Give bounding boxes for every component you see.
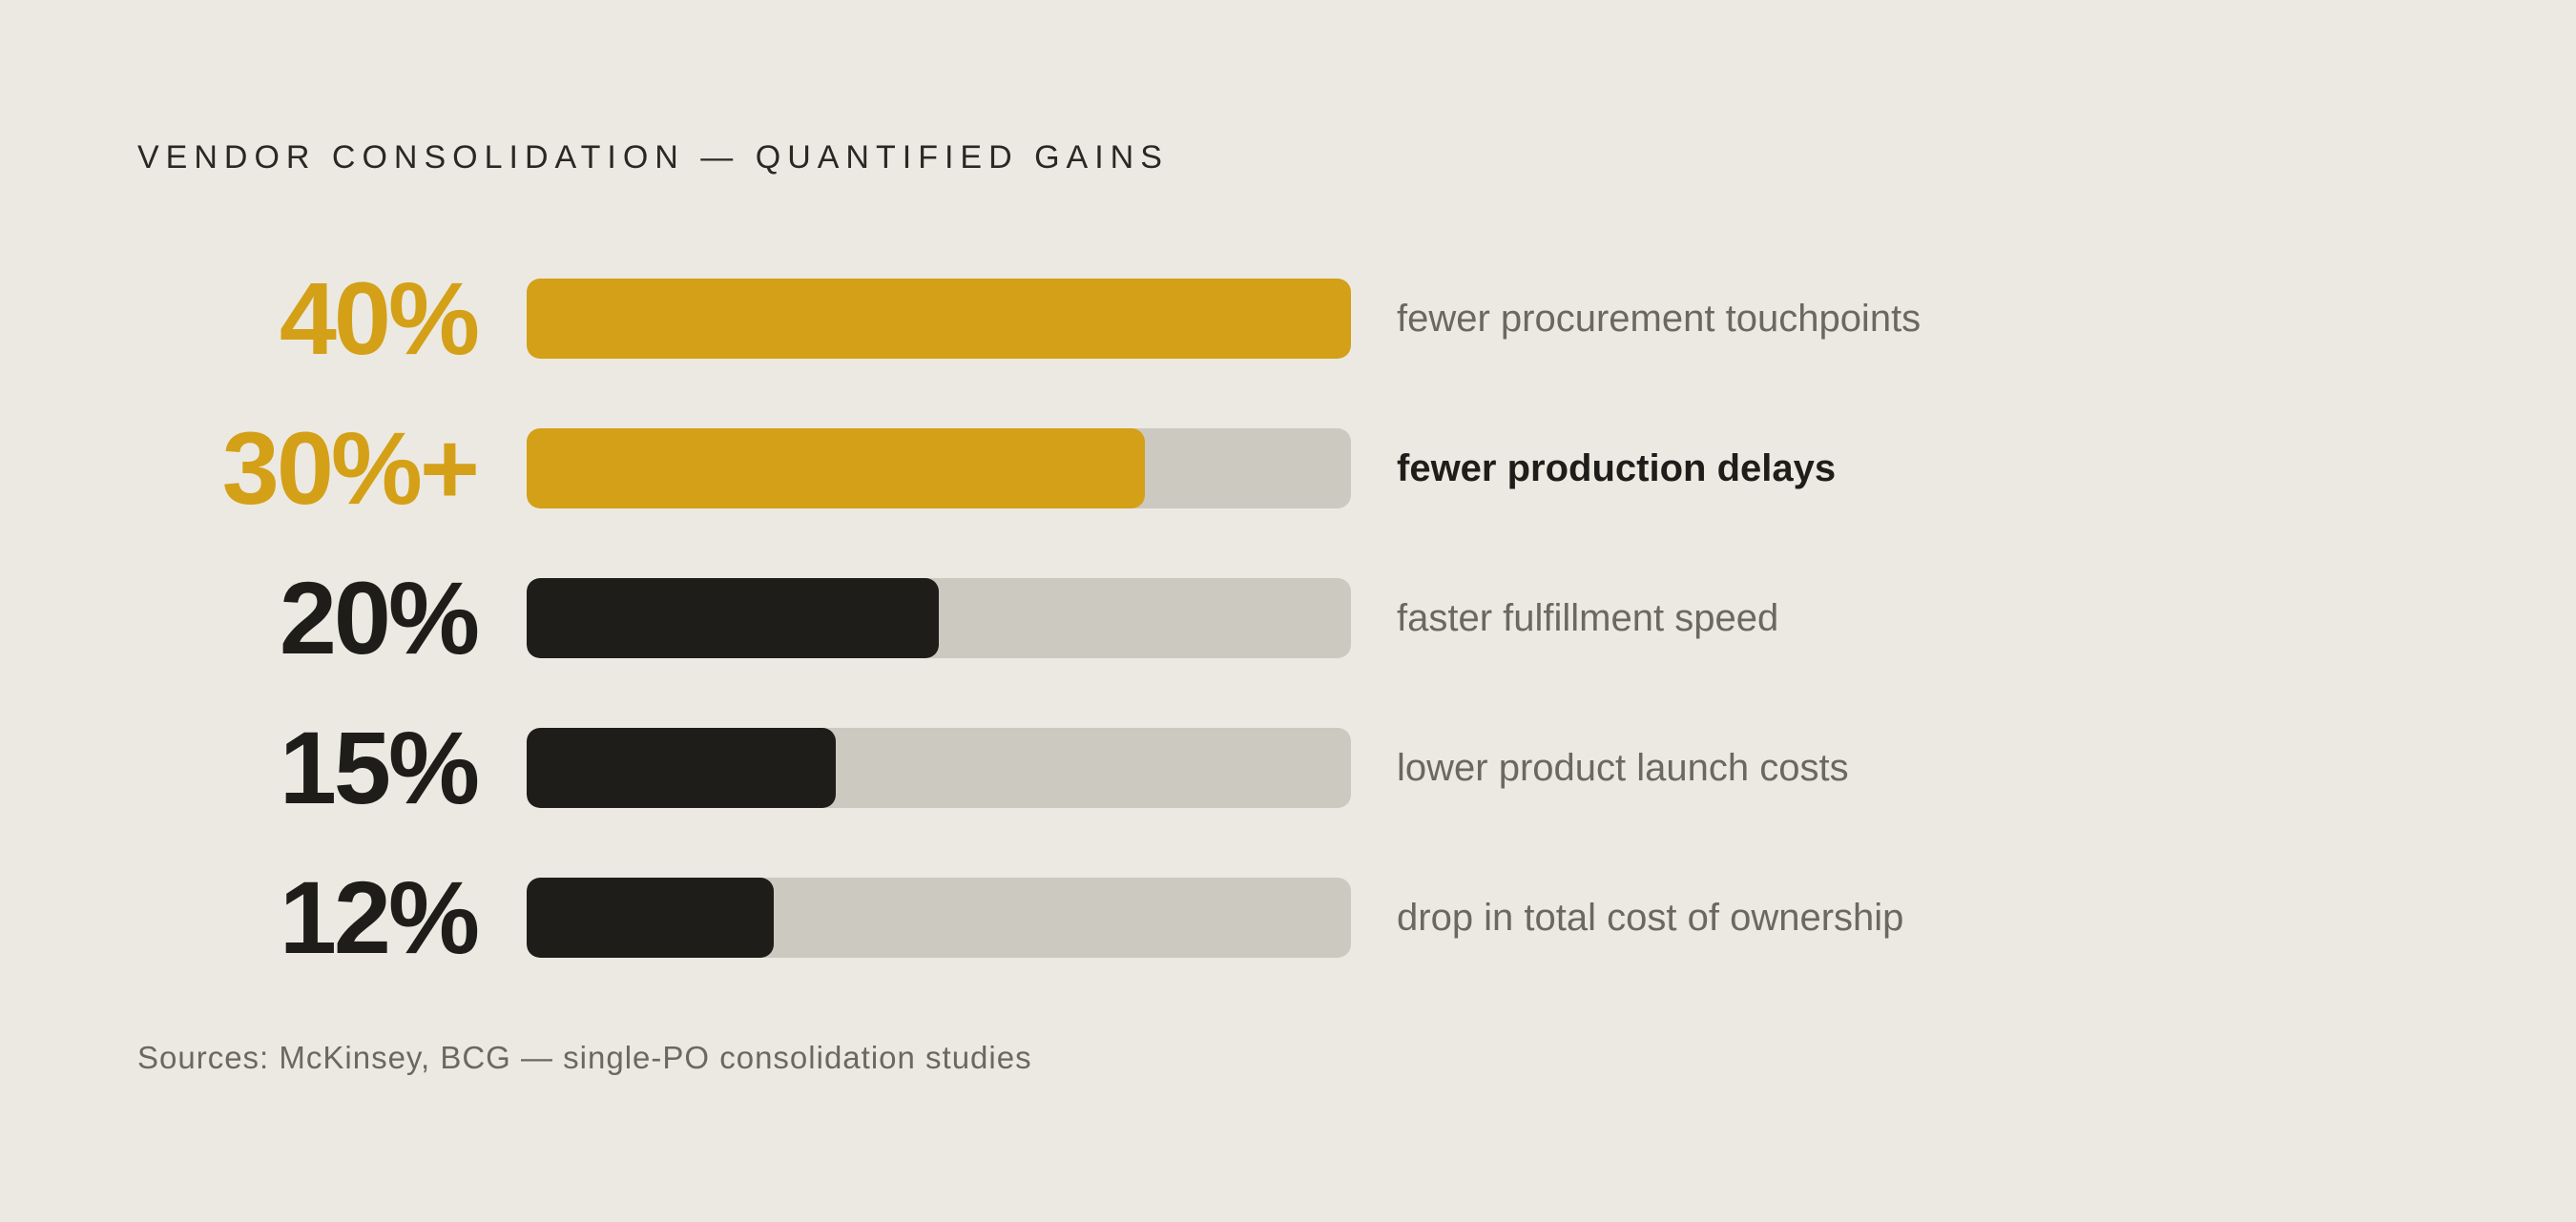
bar-track bbox=[527, 428, 1351, 508]
value-label: 12% bbox=[279, 860, 480, 975]
category-label: fewer procurement touchpoints bbox=[1397, 298, 1922, 340]
category-label: lower product launch costs bbox=[1397, 747, 1849, 789]
source-note: Sources: McKinsey, BCG — single-PO conso… bbox=[137, 1040, 1032, 1075]
bar-row: 15% lower product launch costs bbox=[0, 716, 2576, 819]
bar-track bbox=[527, 578, 1351, 658]
value-label: 20% bbox=[279, 560, 480, 675]
bar bbox=[527, 279, 1351, 359]
category-label: drop in total cost of ownership bbox=[1397, 897, 1904, 939]
bar-row: 40% fewer procurement touchpoints bbox=[0, 267, 2576, 370]
bar-row: 20% faster fulfillment speed bbox=[0, 567, 2576, 670]
category-label: fewer production delays bbox=[1397, 447, 1837, 489]
bar-track bbox=[527, 728, 1351, 808]
category-label: faster fulfillment speed bbox=[1397, 597, 1779, 639]
bar bbox=[527, 728, 836, 808]
value-label: 40% bbox=[279, 260, 480, 376]
chart-title: VENDOR CONSOLIDATION — QUANTIFIED GAINS bbox=[137, 139, 1169, 176]
bar-row: 30%+ fewer production delays bbox=[0, 417, 2576, 520]
bar bbox=[527, 578, 939, 658]
value-label: 15% bbox=[279, 710, 480, 825]
value-label: 30%+ bbox=[221, 410, 480, 526]
bar-row: 12% drop in total cost of ownership bbox=[0, 866, 2576, 969]
bar bbox=[527, 428, 1145, 508]
bar bbox=[527, 878, 774, 958]
bar-track bbox=[527, 878, 1351, 958]
bar-track bbox=[527, 279, 1351, 359]
